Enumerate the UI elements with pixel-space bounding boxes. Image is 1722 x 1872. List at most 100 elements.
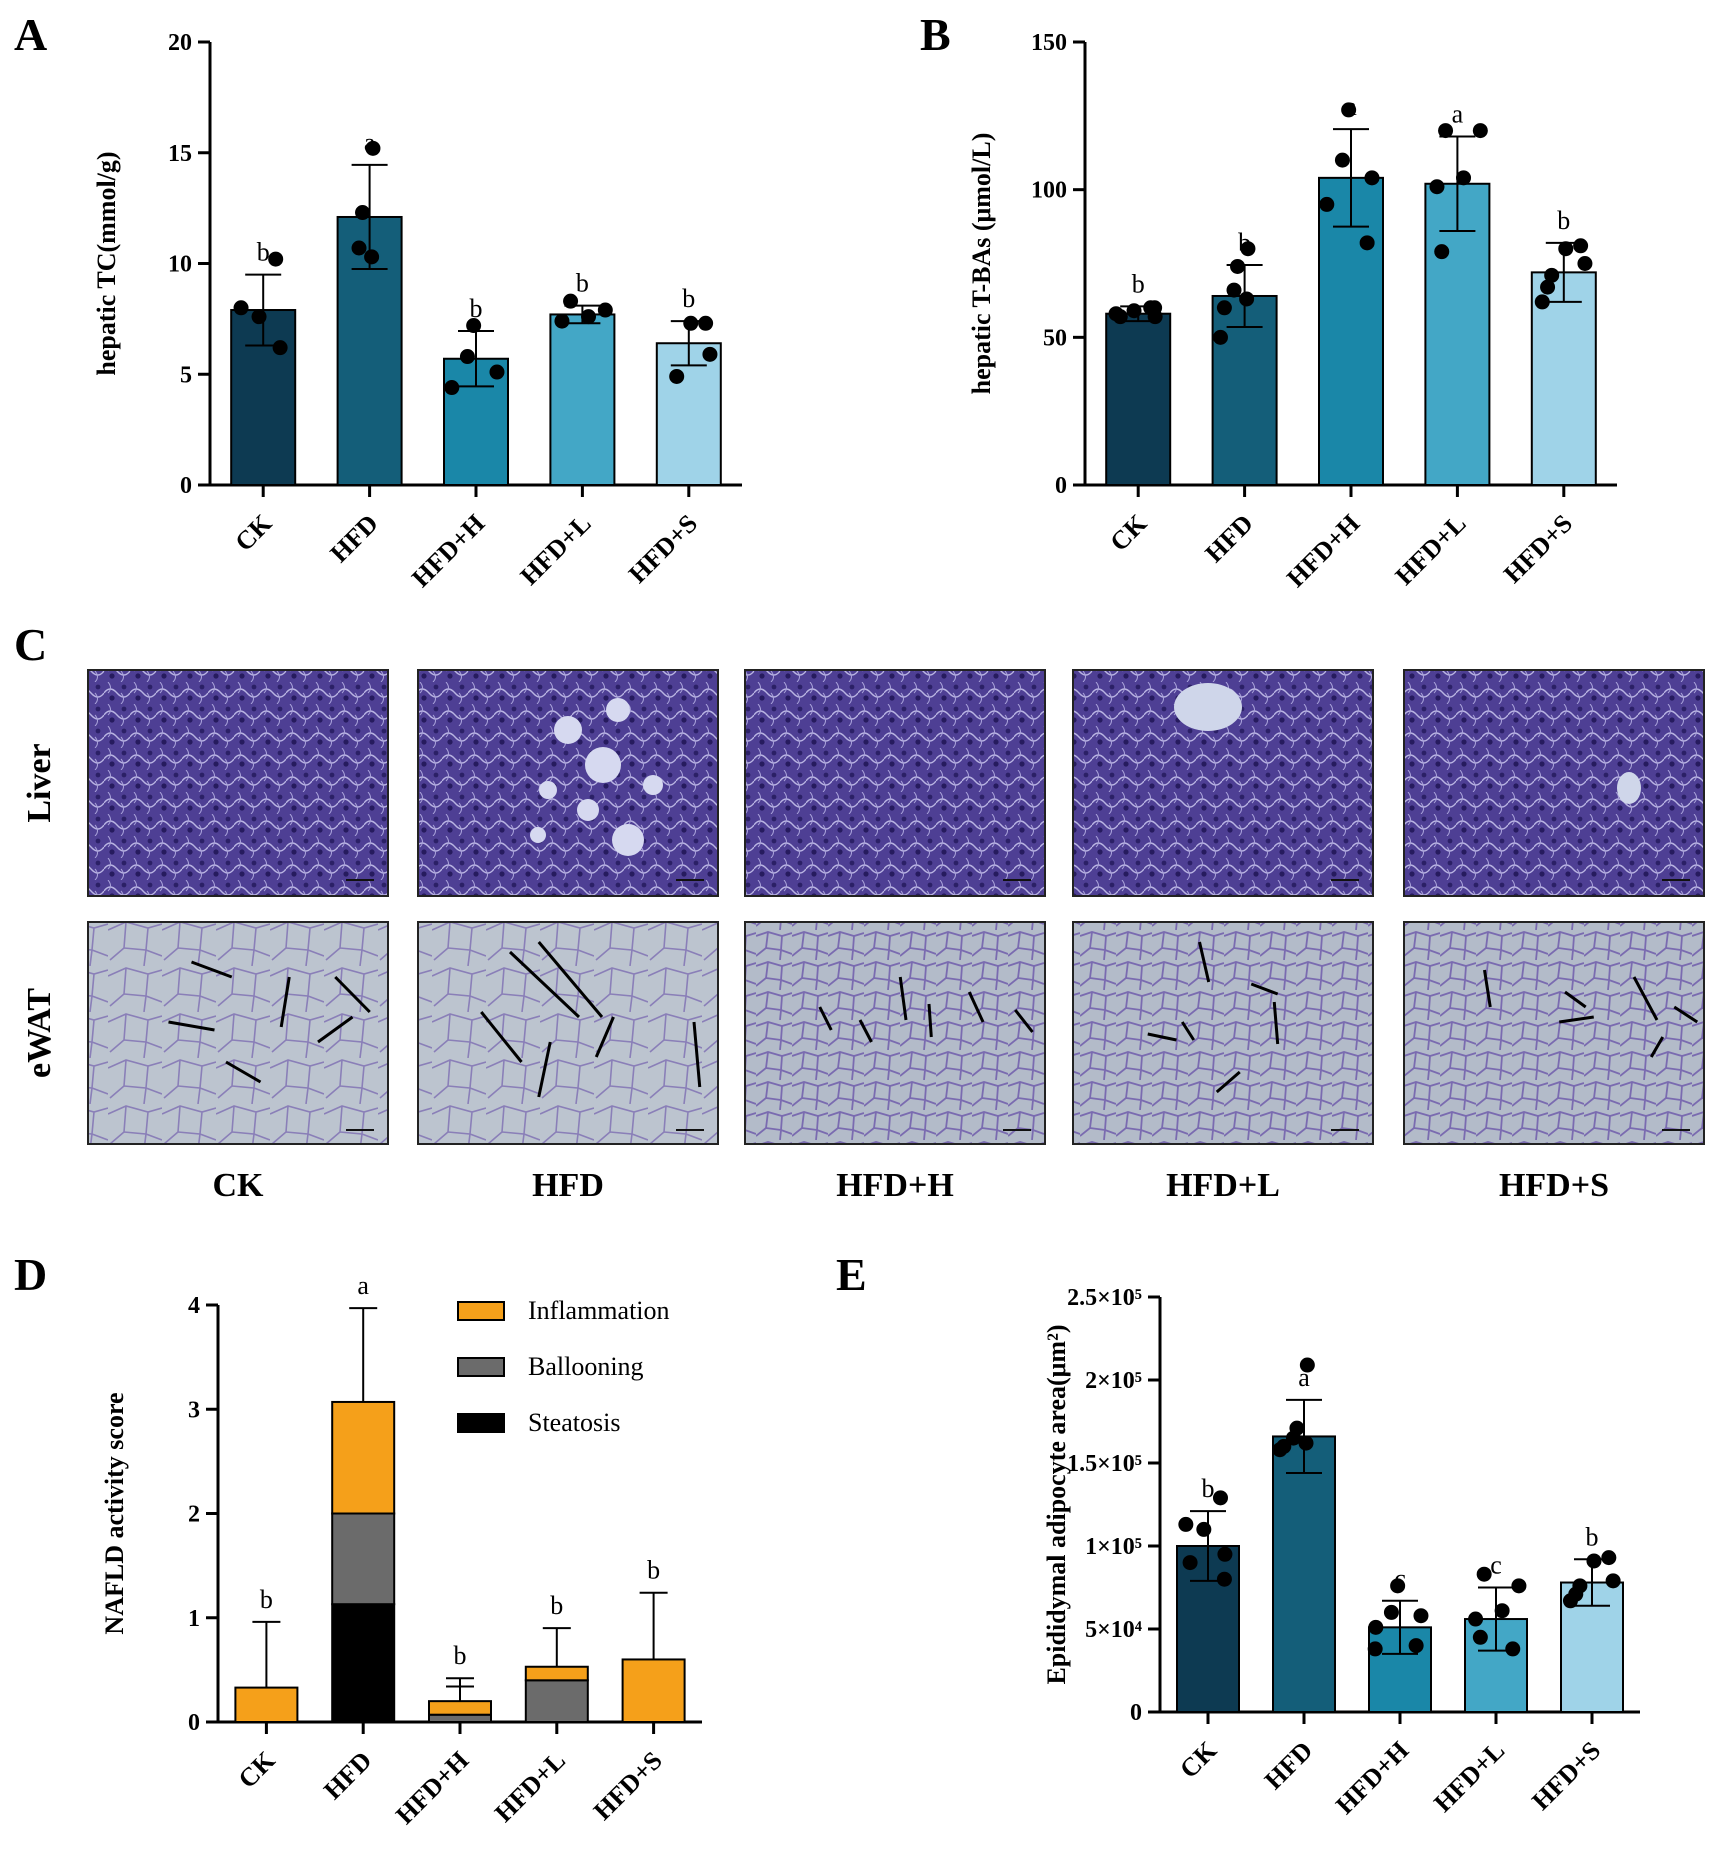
- data-point-E: [1505, 1641, 1521, 1657]
- x-tick-label-E: HFD+S: [1526, 1736, 1606, 1816]
- adipocyte-diameter-line: [1147, 1032, 1177, 1042]
- adipocyte-diameter-line: [818, 1006, 833, 1031]
- significance-letter-E: b: [1202, 1474, 1215, 1503]
- significance-letter-B: b: [1132, 269, 1145, 298]
- data-point-B: [1434, 244, 1450, 260]
- x-tick-label-E: CK: [1174, 1735, 1223, 1784]
- adipocyte-diameter-line: [537, 941, 604, 1018]
- y-tick-label-B: 100: [1031, 178, 1067, 204]
- lipid-droplet: [539, 781, 557, 799]
- x-tick-label-B: HFD: [1200, 509, 1259, 568]
- data-point-A: [251, 309, 267, 325]
- x-tick-label-A: HFD+S: [623, 509, 703, 589]
- y-tick-label-B: 50: [1043, 325, 1067, 351]
- liver-vessel: [1174, 683, 1242, 731]
- data-point-E: [1468, 1611, 1484, 1627]
- bar-B: [1424, 182, 1491, 486]
- x-tick-label-E: HFD+H: [1330, 1736, 1414, 1820]
- data-point-E: [1562, 1593, 1578, 1609]
- data-point-E: [1217, 1546, 1233, 1562]
- data-point-A: [365, 140, 381, 156]
- data-point-B: [1212, 329, 1228, 345]
- data-point-E: [1368, 1619, 1384, 1635]
- y-tick-label-E: 2.5×10⁵: [1067, 1285, 1142, 1311]
- data-point-A: [597, 302, 613, 318]
- adipocyte-diameter-line: [168, 1020, 215, 1032]
- significance-letter-D: a: [357, 1271, 369, 1300]
- liver-vessel: [1617, 772, 1641, 804]
- lipid-droplet: [577, 799, 599, 821]
- data-point-B: [1239, 291, 1255, 307]
- data-point-B: [1147, 300, 1163, 316]
- significance-letter-B: b: [1557, 206, 1570, 235]
- data-point-A: [683, 315, 699, 331]
- adipocyte-diameter-line: [1564, 990, 1587, 1009]
- chart-a: 0 5 10 15 20 CK HFD HFD+H HFD+L HFD+S hepatic TC(m…: [92, 30, 742, 593]
- lipid-droplet: [585, 747, 621, 783]
- significance-letter-A: a: [364, 128, 376, 157]
- legend-label-inflammation: Inflammation: [528, 1296, 670, 1325]
- data-point-E: [1605, 1573, 1621, 1589]
- data-point-A: [702, 346, 718, 362]
- lipid-droplet: [530, 827, 546, 843]
- data-point-B: [1359, 235, 1375, 251]
- data-point-E: [1476, 1566, 1492, 1582]
- y-tick-label-A: 10: [168, 252, 192, 278]
- liver-image-hfd+s: [1403, 669, 1705, 897]
- bar-segment-inflammation: [428, 1700, 492, 1716]
- adipocyte-diameter-line: [692, 1021, 702, 1088]
- adipocyte-diameter-line: [1559, 1015, 1594, 1024]
- y-tick-label-E: 0: [1130, 1700, 1142, 1726]
- data-point-B: [1472, 123, 1488, 139]
- x-tick-label-B: HFD+L: [1390, 509, 1472, 591]
- data-point-A: [554, 313, 570, 329]
- y-axis-title-E: Epididymal adipocyte area(μm²): [1042, 1324, 1071, 1684]
- x-tick-label-B: HFD+S: [1498, 509, 1578, 589]
- adipocyte-diameter-line: [537, 1041, 552, 1098]
- adipocyte-diameter-line: [927, 1003, 933, 1038]
- x-tick-label-D: HFD+L: [489, 1746, 571, 1828]
- x-tick-label-D: HFD+S: [588, 1746, 668, 1826]
- bar-B: [1105, 312, 1172, 486]
- histology-group-label: CK: [213, 1167, 265, 1204]
- data-point-A: [581, 309, 597, 325]
- data-point-B: [1319, 196, 1335, 212]
- data-point-A: [355, 205, 371, 221]
- data-point-E: [1408, 1638, 1424, 1654]
- significance-letter-E: b: [1586, 1522, 1599, 1551]
- data-point-B: [1112, 309, 1128, 325]
- histology-group-label: HFD: [532, 1167, 604, 1204]
- y-tick-label-E: 1×10⁵: [1085, 1534, 1142, 1560]
- y-tick-label-A: 5: [180, 362, 192, 388]
- y-tick-label-A: 0: [180, 473, 192, 499]
- data-point-B: [1540, 279, 1556, 295]
- y-tick-label-D: 0: [188, 1710, 200, 1736]
- y-tick-label-B: 150: [1031, 30, 1067, 56]
- bar-segment-inflammation: [234, 1686, 299, 1724]
- adipocyte-diameter-line: [1215, 1070, 1241, 1094]
- adipocyte-diameter-line: [1272, 1001, 1280, 1045]
- significance-letter-B: b: [1238, 228, 1251, 257]
- y-tick-label-D: 1: [188, 1606, 200, 1632]
- ewat-image-hfd+l: [1072, 921, 1374, 1145]
- data-point-E: [1413, 1608, 1429, 1624]
- bar-A: [549, 313, 616, 486]
- y-axis-title-B: hepatic T-BAs (μmol/L): [967, 133, 996, 395]
- x-tick-label-B: CK: [1104, 508, 1153, 557]
- y-tick-label-E: 2×10⁵: [1085, 1368, 1142, 1394]
- adipocyte-diameter-line: [1673, 1005, 1699, 1024]
- data-point-B: [1577, 256, 1593, 271]
- legend-label-steatosis: Steatosis: [528, 1408, 620, 1437]
- data-point-E: [1299, 1357, 1315, 1373]
- lipid-droplet: [554, 716, 582, 744]
- data-point-B: [1334, 152, 1350, 168]
- data-point-B: [1230, 258, 1246, 274]
- histology-panel: CK HFD HFD+H HFD+L HFD+S Liver eWAT: [21, 669, 1705, 1204]
- data-point-B: [1438, 123, 1454, 139]
- data-point-B: [1364, 170, 1380, 186]
- data-point-E: [1390, 1578, 1406, 1594]
- significance-letter-D: b: [260, 1585, 273, 1614]
- data-point-A: [563, 293, 579, 309]
- row-label-ewat: eWAT: [21, 988, 58, 1078]
- data-point-B: [1456, 170, 1472, 186]
